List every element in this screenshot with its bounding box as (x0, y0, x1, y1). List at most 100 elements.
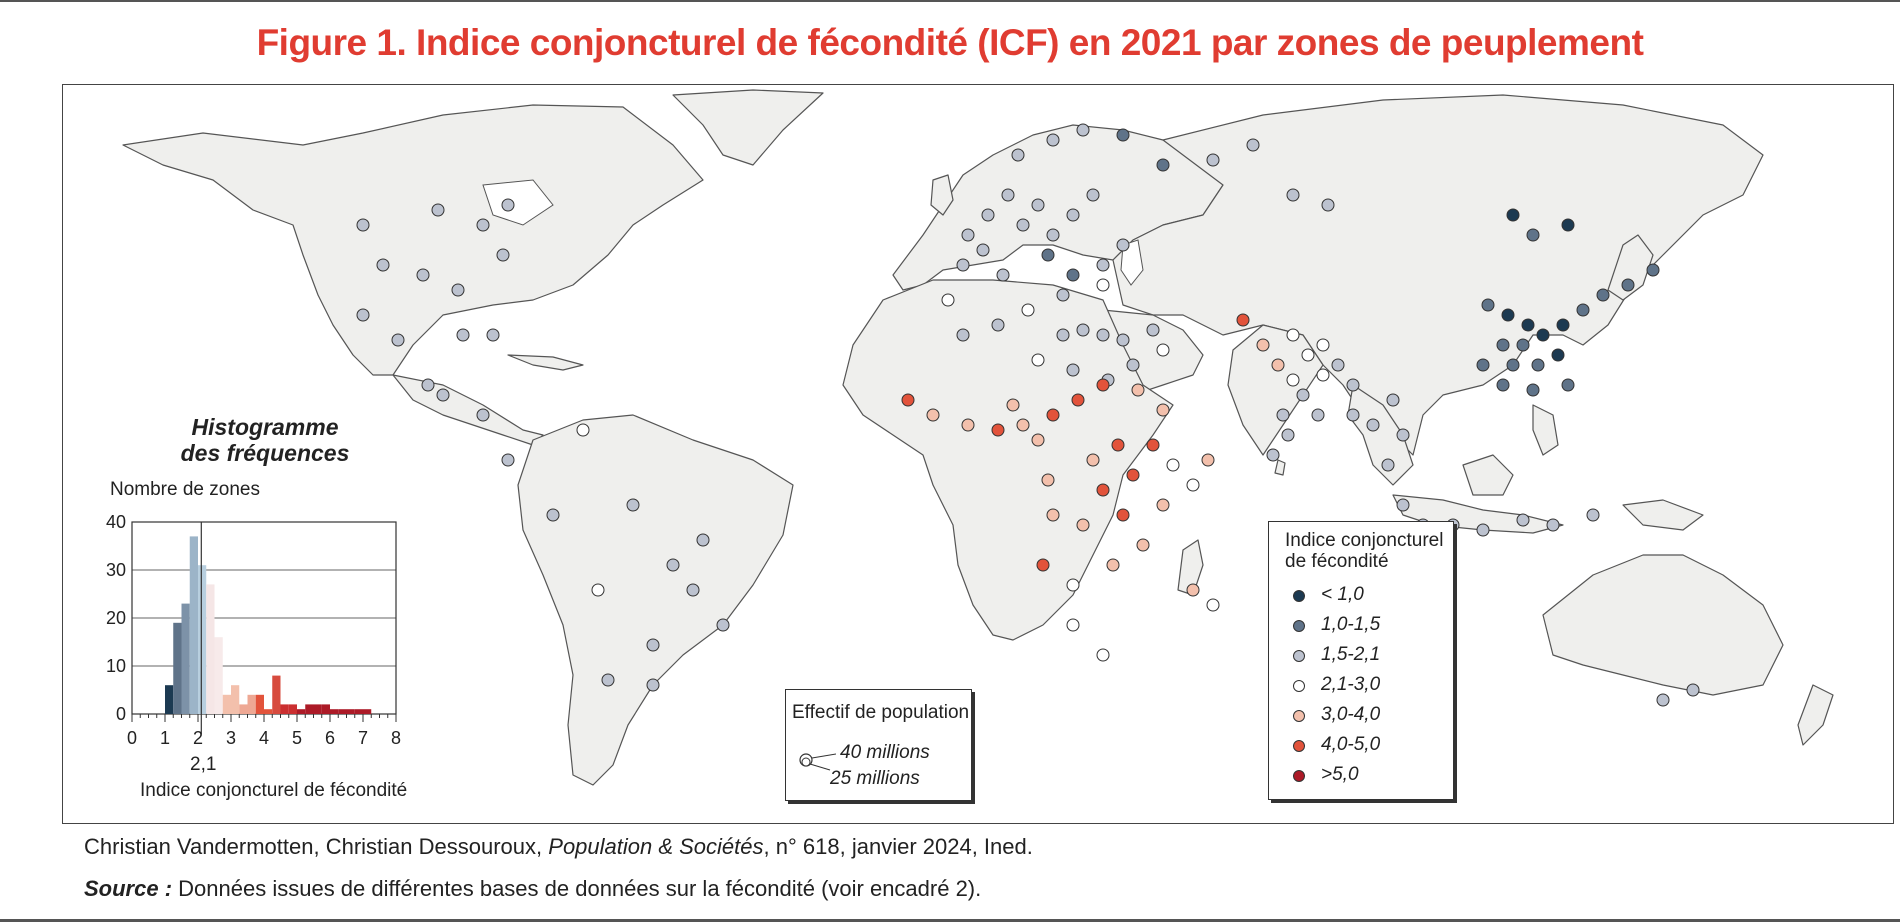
histogram-bar (173, 622, 182, 714)
zone-dot (1576, 303, 1590, 317)
legend-swatch (1293, 710, 1305, 722)
legend-swatch (1293, 620, 1305, 632)
zone-dot (926, 408, 940, 422)
zone-dot (1561, 378, 1575, 392)
zone-dot (1116, 128, 1130, 142)
source-label: Source : (84, 876, 173, 901)
histogram-bar (255, 694, 264, 714)
zone-dot (1156, 158, 1170, 172)
zone-dot (976, 243, 990, 257)
histogram-bar (280, 704, 289, 714)
histogram-bar (297, 709, 306, 714)
zone-dot (486, 328, 500, 342)
legend-title-line1: Indice conjoncturel (1285, 530, 1444, 551)
zone-dot (1526, 228, 1540, 242)
hudson-bay-shape (482, 179, 554, 226)
zone-dot (1516, 338, 1530, 352)
zone-dot (956, 258, 970, 272)
zone-dot (1086, 188, 1100, 202)
histogram-bar (330, 709, 339, 714)
zone-dot (996, 268, 1010, 282)
caspian-sea-shape (1120, 239, 1144, 286)
zone-dot (1116, 508, 1130, 522)
histogram-bar (305, 704, 314, 714)
zone-dot (1036, 558, 1050, 572)
zone-dot (421, 378, 435, 392)
zone-dot (1076, 323, 1090, 337)
zone-dot (1066, 618, 1080, 632)
zone-dot (1046, 133, 1060, 147)
histogram-y-tick-label: 20 (106, 608, 126, 628)
zone-dot (1071, 393, 1085, 407)
credit-line: Christian Vandermotten, Christian Dessou… (84, 834, 1033, 860)
borneo-shape (1462, 454, 1514, 496)
zone-dot (646, 678, 660, 692)
zone-dot (431, 203, 445, 217)
histogram-title-line2: des fréquences (180, 440, 350, 466)
histogram-bar (264, 709, 273, 714)
legend-swatch (1293, 650, 1305, 662)
zone-dot (1116, 238, 1130, 252)
zone-dot (686, 583, 700, 597)
zone-dot (941, 293, 955, 307)
world-map-svg (122, 89, 1834, 786)
zone-dot (1066, 268, 1080, 282)
zone-dot (1396, 498, 1410, 512)
credit-journal: Population & Sociétés (548, 834, 764, 859)
source-text: Données issues de différentes bases de d… (178, 876, 982, 901)
zone-dot (1031, 198, 1045, 212)
zone-dot (1536, 328, 1550, 342)
zone-dot (501, 453, 515, 467)
zone-dot (1011, 148, 1025, 162)
legend-swatch (1293, 740, 1305, 752)
zone-dot (1096, 648, 1110, 662)
zone-dot (1096, 278, 1110, 292)
africa-shape (842, 279, 1174, 641)
zone-dot (716, 618, 730, 632)
zone-dot (476, 218, 490, 232)
histogram-bar (247, 694, 256, 714)
zone-dot (646, 638, 660, 652)
population-large-label: 40 millions (840, 742, 930, 763)
histogram-title: Histogramme des fréquences (150, 414, 380, 466)
figure-title: Figure 1. Indice conjoncturel de fécondi… (256, 22, 1644, 63)
zone-dot (1206, 153, 1220, 167)
zone-dot (1296, 388, 1310, 402)
zone-dot (1286, 328, 1300, 342)
histogram-bar (214, 637, 223, 714)
histogram-bar (288, 704, 297, 714)
histogram-x-tick-label: 7 (358, 728, 368, 748)
zone-dot (1126, 468, 1140, 482)
cuba-shape (507, 354, 584, 371)
histogram-bar (222, 694, 231, 714)
zone-dot (1031, 433, 1045, 447)
zone-dot (1111, 438, 1125, 452)
histogram-bar (363, 709, 372, 714)
zone-dot (1546, 518, 1560, 532)
zone-dot (1186, 583, 1200, 597)
zone-dot (991, 423, 1005, 437)
zone-dot (1096, 483, 1110, 497)
zone-dot (981, 208, 995, 222)
zone-dot (1056, 288, 1070, 302)
zone-dot (1156, 498, 1170, 512)
icf-legend: Indice conjoncturel de fécondité < 1,0 1,… (1268, 521, 1454, 800)
zone-dot (1156, 343, 1170, 357)
zone-dot (1396, 428, 1410, 442)
north-america-shape (122, 104, 704, 376)
histogram-bar (165, 685, 174, 714)
legend-label: 3,0-4,0 (1321, 704, 1381, 725)
zone-dot (1046, 228, 1060, 242)
credit-authors: Christian Vandermotten, Christian Dessou… (84, 834, 543, 859)
zone-dot (1286, 188, 1300, 202)
zone-dot (1311, 408, 1325, 422)
japan-shape (1607, 234, 1654, 301)
zone-dot (376, 258, 390, 272)
histogram-x-tick-label: 8 (391, 728, 401, 748)
zone-dot (1186, 478, 1200, 492)
histogram-chart: 40 30 20 10 00 1 2 3 4 5 6 7 8 (106, 512, 401, 748)
histogram-bar (181, 603, 190, 714)
zone-dot (961, 228, 975, 242)
zone-dot (1236, 313, 1250, 327)
zone-dot (1621, 278, 1635, 292)
